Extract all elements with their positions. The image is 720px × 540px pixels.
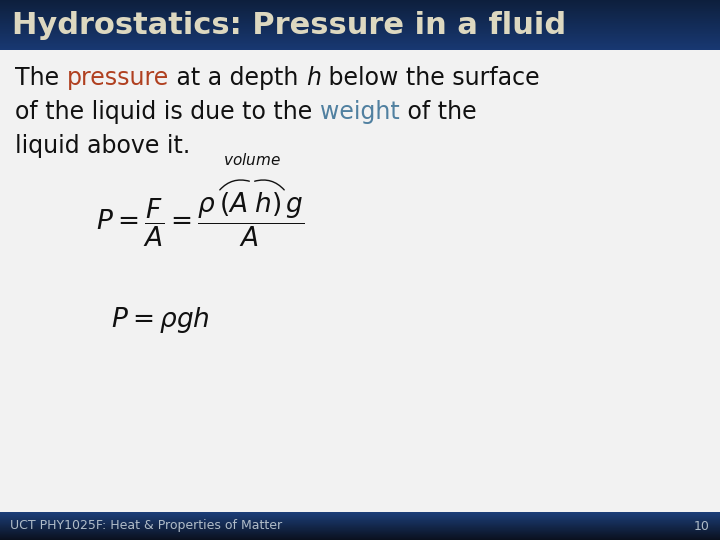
Polygon shape [0,27,720,28]
Text: h: h [306,66,320,90]
Polygon shape [0,30,720,31]
Polygon shape [0,46,720,47]
Text: 10: 10 [694,519,710,532]
Polygon shape [0,33,720,35]
Polygon shape [0,10,720,11]
Polygon shape [0,1,720,2]
Polygon shape [0,6,720,7]
Text: weight: weight [320,100,400,124]
Polygon shape [0,13,720,14]
Polygon shape [0,16,720,17]
Polygon shape [0,12,720,13]
Text: of the liquid is due to the: of the liquid is due to the [15,100,320,124]
Polygon shape [0,29,720,30]
Polygon shape [0,41,720,42]
Polygon shape [0,8,720,9]
Polygon shape [0,4,720,5]
Polygon shape [0,25,720,26]
Polygon shape [0,5,720,6]
Polygon shape [0,15,720,16]
Polygon shape [0,44,720,45]
Polygon shape [0,9,720,10]
Polygon shape [0,36,720,37]
Text: Hydrostatics: Pressure in a fluid: Hydrostatics: Pressure in a fluid [12,10,566,39]
Text: $P = \dfrac{F}{A} = \dfrac{\rho \,(A\;h)\, g}{A}$: $P = \dfrac{F}{A} = \dfrac{\rho \,(A\;h)… [96,191,305,249]
Polygon shape [0,47,720,48]
Polygon shape [0,23,720,24]
Polygon shape [0,43,720,44]
Polygon shape [0,37,720,38]
Polygon shape [0,48,720,49]
Text: $P = \rho g h$: $P = \rho g h$ [111,305,210,335]
Polygon shape [0,28,720,29]
Text: at a depth: at a depth [169,66,306,90]
Polygon shape [0,49,720,50]
Polygon shape [0,3,720,4]
Polygon shape [0,38,720,39]
Text: UCT PHY1025F: Heat & Properties of Matter: UCT PHY1025F: Heat & Properties of Matte… [10,519,282,532]
Polygon shape [0,0,720,1]
Polygon shape [0,2,720,3]
Polygon shape [0,45,720,46]
Polygon shape [0,42,720,43]
Text: pressure: pressure [67,66,169,90]
Text: below the surface: below the surface [320,66,539,90]
Polygon shape [0,31,720,32]
Polygon shape [0,11,720,12]
Polygon shape [0,17,720,18]
Polygon shape [0,7,720,8]
Polygon shape [0,40,720,41]
Text: $\mathit{volume}$: $\mathit{volume}$ [223,152,281,168]
Polygon shape [0,14,720,15]
Polygon shape [0,39,720,40]
Polygon shape [0,20,720,21]
Polygon shape [0,19,720,20]
Text: of the: of the [400,100,476,124]
Polygon shape [0,26,720,27]
Polygon shape [0,22,720,23]
Polygon shape [0,24,720,25]
Polygon shape [0,35,720,36]
Polygon shape [0,21,720,22]
Polygon shape [0,18,720,19]
Polygon shape [0,32,720,33]
Text: The: The [15,66,67,90]
Text: liquid above it.: liquid above it. [15,134,190,158]
